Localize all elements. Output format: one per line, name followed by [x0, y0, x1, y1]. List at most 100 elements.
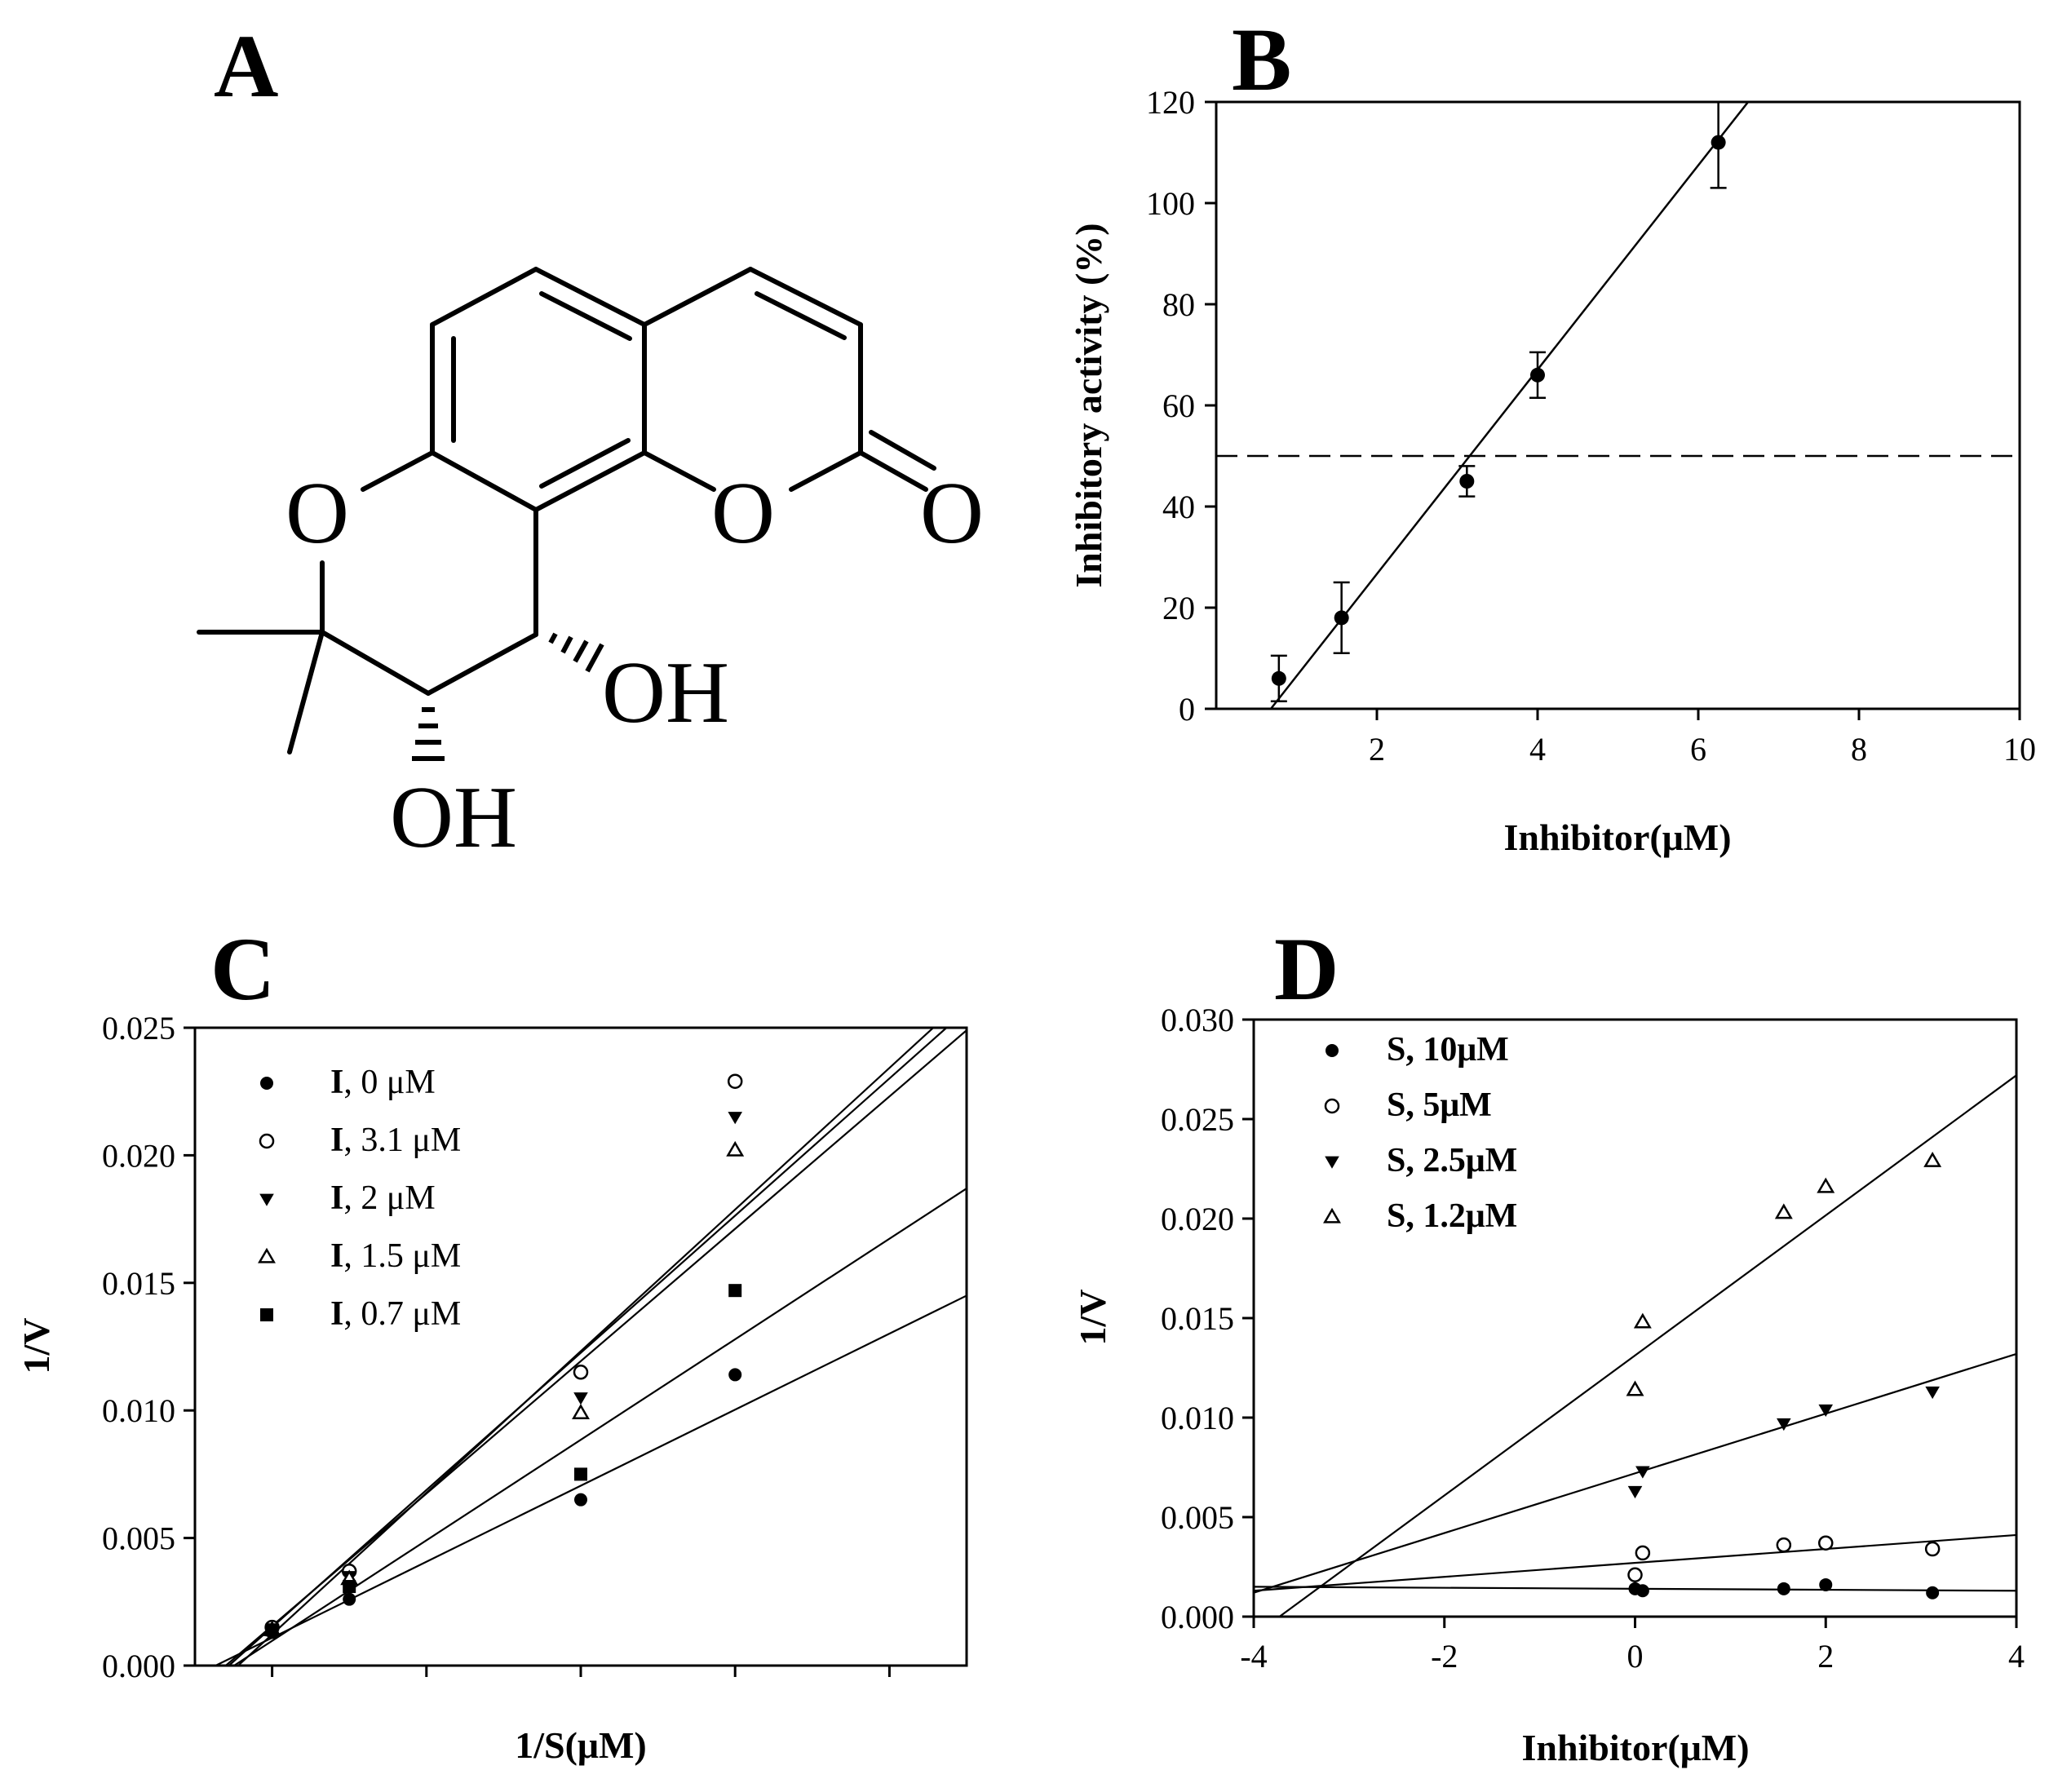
regression-line [233, 1188, 967, 1666]
data-point [727, 1073, 743, 1089]
atom-oh-lower: OH [390, 769, 517, 866]
legend-entry: I, 1.5 μM [330, 1237, 461, 1275]
atom-o-carbonyl: O [920, 465, 984, 562]
data-point [573, 1365, 589, 1380]
legend-marker [1325, 1156, 1339, 1169]
x-tick-label: 2 [1369, 731, 1385, 768]
data-point [1635, 1466, 1650, 1479]
legend-marker [1326, 1044, 1339, 1057]
data-point [1459, 474, 1475, 489]
data-point [1817, 1177, 1835, 1193]
panel-c-legend: I, 0 μM I, 3.1 μM I, 2 μM I, 1.5 μM I, 0.7 μ… [258, 1064, 461, 1333]
y-tick-label: 0.020 [102, 1137, 175, 1174]
panel-d-x-axis-label: Inhibitor(μM) [1521, 1727, 1749, 1768]
regression-line [237, 1027, 934, 1666]
data-point [1818, 1404, 1834, 1418]
legend-marker [1323, 1207, 1341, 1223]
legend-marker [258, 1247, 276, 1263]
x-tick-label: 0 [1627, 1638, 1644, 1675]
panel-d-plot-frame [1252, 1018, 2018, 1618]
y-tick-label: 0.015 [102, 1265, 175, 1302]
data-point [1334, 610, 1349, 626]
y-tick-label: 120 [1146, 84, 1195, 121]
legend-entry: I, 3.1 μM [330, 1122, 461, 1159]
y-tick-label: 0.020 [1161, 1201, 1234, 1237]
data-point [1633, 1312, 1652, 1329]
panel-c-ticks: 0.000 0.005 0.010 0.015 0.020 0.025 [102, 1010, 891, 1684]
legend-marker [259, 1193, 274, 1206]
data-point [1627, 1567, 1643, 1583]
data-point [1635, 1545, 1651, 1561]
y-tick-label: 0.000 [1161, 1599, 1234, 1635]
panel-d-y-axis-label: 1/V [1072, 1290, 1113, 1346]
y-tick-label: 20 [1162, 590, 1195, 626]
panel-c-lineweaver-burk-chart: C 0.000 0.005 0.010 0.015 0.020 0.025 I, 0 μM… [15, 919, 968, 1766]
panel-c-x-axis-label: 1/S(μM) [515, 1724, 647, 1766]
y-tick-label: 0 [1179, 691, 1195, 728]
data-point [1777, 1418, 1791, 1431]
legend-entry: I, 0 μM [330, 1064, 436, 1101]
data-point [1923, 1151, 1942, 1167]
data-point [1635, 1584, 1649, 1598]
panel-c-label: C [210, 919, 275, 1019]
panel-d-dixon-chart: D -4 -2 0 2 4 0.000 0.005 0.010 0.015 0.020 0.025 0… [1072, 919, 2025, 1768]
legend-marker [260, 1077, 273, 1090]
y-tick-label: 100 [1146, 185, 1195, 222]
x-tick-label: 10 [2003, 731, 2036, 768]
stereo-hash-bonds [412, 632, 604, 761]
panel-b-y-axis-label: Inhibitory activity (%) [1068, 223, 1109, 587]
data-point [574, 1493, 587, 1507]
y-tick-label: 80 [1162, 286, 1195, 323]
y-tick-label: 0.005 [1161, 1499, 1234, 1536]
data-point [728, 1368, 742, 1382]
data-point [1925, 1386, 1940, 1400]
panel-d-ticks: -4 -2 0 2 4 0.000 0.005 0.010 0.015 0.020 0.025 0.0… [1161, 1002, 2025, 1675]
legend-entry: S, 1.2μM [1387, 1197, 1517, 1235]
data-point [573, 1392, 588, 1405]
data-point [574, 1467, 587, 1481]
data-point [1926, 1586, 1940, 1600]
x-tick-label: 6 [1690, 731, 1706, 768]
regression-line [225, 1029, 967, 1666]
panel-d-data-points [1626, 1151, 1942, 1600]
data-point [1819, 1577, 1833, 1591]
legend-marker [260, 1308, 273, 1321]
legend-entry: S, 2.5μM [1387, 1142, 1517, 1179]
panel-b-x-axis-label: Inhibitor(μM) [1503, 816, 1731, 858]
data-point [728, 1284, 742, 1298]
regression-line [1253, 1352, 2017, 1594]
atom-oh-upper: OH [602, 644, 729, 741]
data-point [572, 1404, 590, 1419]
y-tick-label: 0.010 [1161, 1400, 1234, 1436]
data-point [1627, 1485, 1643, 1499]
atom-o-ether: O [285, 465, 349, 562]
data-point [1530, 367, 1545, 383]
panel-b-data-points [1270, 102, 1727, 702]
panel-c-data-points [263, 1073, 745, 1639]
y-tick-label: 0.030 [1161, 1002, 1234, 1038]
data-point [1711, 135, 1726, 150]
fit-line [1269, 101, 1750, 710]
data-point [728, 1112, 742, 1125]
y-tick-label: 0.005 [102, 1520, 175, 1557]
y-tick-label: 0.010 [102, 1392, 175, 1429]
y-tick-label: 40 [1162, 489, 1195, 525]
data-point [265, 1623, 279, 1637]
x-tick-label: -2 [1431, 1638, 1458, 1675]
y-tick-label: 60 [1162, 387, 1195, 424]
panel-d-legend: S, 10μM S, 5μM S, 2.5μM S, 1.2μM [1323, 1031, 1517, 1235]
data-point [1818, 1535, 1834, 1551]
panel-b-label: B [1232, 10, 1291, 109]
panel-c-lines [215, 1027, 967, 1666]
legend-marker [1324, 1098, 1340, 1114]
x-tick-label: 8 [1851, 731, 1867, 768]
data-point [343, 1580, 356, 1594]
regression-line [215, 1294, 967, 1666]
panel-a-label: A [214, 16, 278, 116]
x-tick-label: 4 [2008, 1638, 2025, 1675]
regression-line [1278, 1074, 2017, 1617]
legend-marker [259, 1133, 275, 1149]
x-tick-label: -4 [1240, 1638, 1267, 1675]
